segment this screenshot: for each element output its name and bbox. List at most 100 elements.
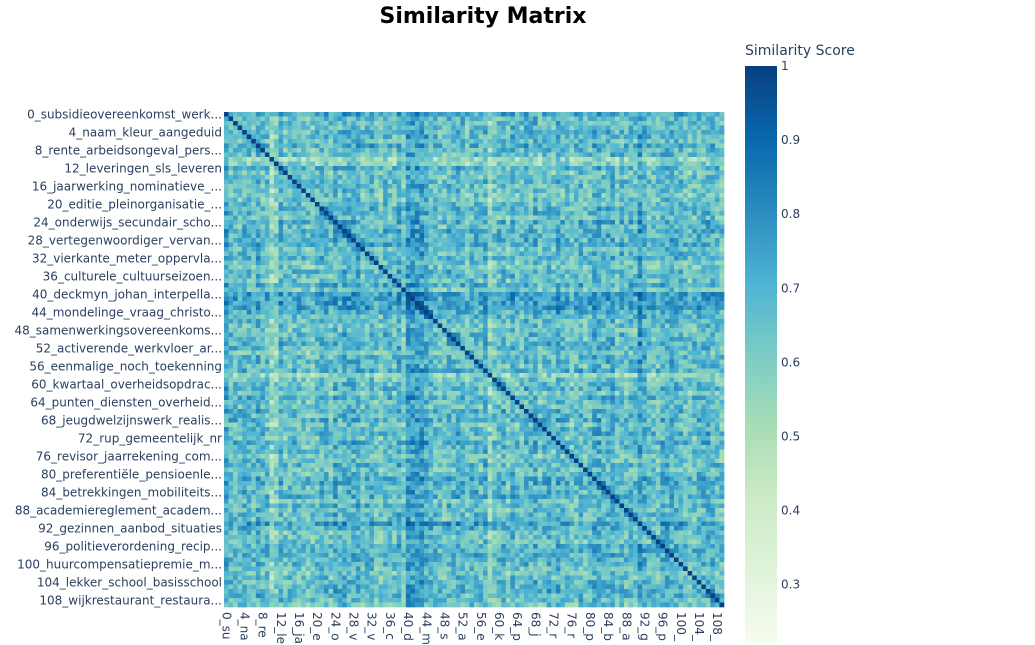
heatmap-cell[interactable] [555,152,561,158]
heatmap-cell[interactable] [583,193,588,198]
heatmap-cell[interactable] [451,287,457,293]
heatmap-cell[interactable] [242,310,248,315]
heatmap-cell[interactable] [401,116,407,122]
heatmap-cell[interactable] [237,179,243,185]
heatmap-cell[interactable] [551,125,557,131]
heatmap-cell[interactable] [242,121,248,126]
heatmap-cell[interactable] [260,287,266,293]
heatmap-cell[interactable] [510,116,516,122]
heatmap-cell[interactable] [292,269,298,275]
heatmap-cell[interactable] [233,211,238,216]
heatmap-cell[interactable] [255,152,261,158]
heatmap-cell[interactable] [533,305,538,311]
heatmap-cell[interactable] [646,179,652,185]
heatmap-cell[interactable] [578,283,584,288]
heatmap-cell[interactable] [410,179,416,185]
heatmap-cell[interactable] [524,161,529,167]
heatmap-cell[interactable] [224,301,229,306]
heatmap-cell[interactable] [324,197,329,203]
heatmap-cell[interactable] [637,121,643,126]
heatmap-cell[interactable] [314,301,320,306]
heatmap-cell[interactable] [587,193,593,198]
heatmap-cell[interactable] [428,184,434,189]
heatmap-cell[interactable] [410,193,416,198]
heatmap-cell[interactable] [551,134,557,140]
heatmap-cell[interactable] [224,310,229,315]
heatmap-cell[interactable] [333,283,338,288]
heatmap-cell[interactable] [614,238,620,243]
heatmap-cell[interactable] [483,274,488,279]
heatmap-cell[interactable] [614,229,620,234]
heatmap-cell[interactable] [401,292,407,297]
heatmap-cell[interactable] [610,197,616,203]
heatmap-cell[interactable] [574,305,579,311]
heatmap-cell[interactable] [410,224,416,230]
heatmap-cell[interactable] [224,215,229,221]
heatmap-cell[interactable] [574,157,579,162]
heatmap-cell[interactable] [260,139,266,144]
heatmap-cell[interactable] [655,242,661,248]
heatmap-cell[interactable] [542,256,548,261]
heatmap-cell[interactable] [651,283,657,288]
heatmap-cell[interactable] [578,116,584,122]
heatmap-cell[interactable] [574,152,579,158]
heatmap-cell[interactable] [496,193,502,198]
heatmap-cell[interactable] [701,301,707,306]
heatmap-cell[interactable] [501,296,507,302]
heatmap-cell[interactable] [374,148,379,153]
heatmap-cell[interactable] [351,242,357,248]
heatmap-cell[interactable] [664,148,670,153]
heatmap-cell[interactable] [378,206,384,212]
heatmap-cell[interactable] [655,157,661,162]
heatmap-cell[interactable] [392,116,398,122]
heatmap-cell[interactable] [469,148,475,153]
heatmap-cell[interactable] [546,166,552,171]
heatmap-cell[interactable] [683,184,688,189]
heatmap-cell[interactable] [696,157,702,162]
heatmap-cell[interactable] [619,292,625,297]
heatmap-cell[interactable] [551,242,557,248]
heatmap-cell[interactable] [233,206,238,212]
heatmap-cell[interactable] [360,179,366,185]
heatmap-cell[interactable] [660,229,666,234]
heatmap-cell[interactable] [278,242,284,248]
heatmap-cell[interactable] [628,224,634,230]
heatmap-cell[interactable] [719,211,725,216]
heatmap-cell[interactable] [405,269,411,275]
heatmap-cell[interactable] [233,125,238,131]
heatmap-cell[interactable] [514,143,520,149]
heatmap-cell[interactable] [283,121,288,126]
heatmap-cell[interactable] [569,152,575,158]
heatmap-cell[interactable] [533,238,538,243]
heatmap-cell[interactable] [555,251,561,257]
heatmap-cell[interactable] [437,139,443,144]
heatmap-cell[interactable] [283,211,288,216]
heatmap-cell[interactable] [237,269,243,275]
heatmap-cell[interactable] [233,112,238,117]
heatmap-cell[interactable] [333,310,338,315]
heatmap-cell[interactable] [701,251,707,257]
heatmap-cell[interactable] [351,305,357,311]
heatmap-cell[interactable] [651,175,657,180]
heatmap-cell[interactable] [410,283,416,288]
heatmap-cell[interactable] [487,148,493,153]
heatmap-cell[interactable] [560,274,566,279]
heatmap-cell[interactable] [678,197,684,203]
heatmap-cell[interactable] [719,305,725,311]
heatmap-cell[interactable] [546,175,552,180]
heatmap-cell[interactable] [424,283,429,288]
heatmap-cell[interactable] [578,121,584,126]
heatmap-cell[interactable] [224,193,229,198]
heatmap-cell[interactable] [578,139,584,144]
heatmap-cell[interactable] [624,224,629,230]
heatmap-cell[interactable] [405,211,411,216]
heatmap-cell[interactable] [669,197,675,203]
heatmap-cell[interactable] [483,251,488,257]
heatmap-cell[interactable] [560,121,566,126]
heatmap-cell[interactable] [237,215,243,221]
heatmap-cell[interactable] [551,292,557,297]
heatmap-cell[interactable] [360,242,366,248]
heatmap-cell[interactable] [714,242,720,248]
heatmap-cell[interactable] [274,251,279,257]
heatmap-cell[interactable] [228,184,234,189]
